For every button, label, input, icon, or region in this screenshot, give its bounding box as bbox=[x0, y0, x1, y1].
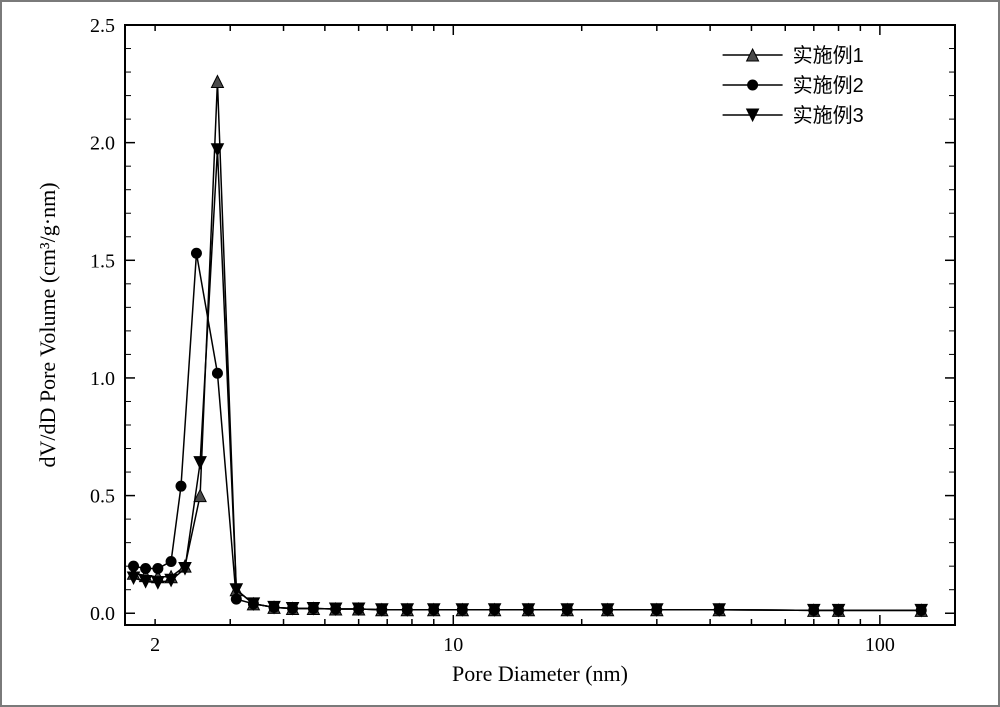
x-axis-title: Pore Diameter (nm) bbox=[452, 661, 628, 686]
y-tick-label: 0.0 bbox=[90, 603, 115, 625]
y-tick-label: 2.5 bbox=[90, 15, 115, 37]
y-tick-label: 1.5 bbox=[90, 250, 115, 272]
y-tick-label: 1.0 bbox=[90, 368, 115, 390]
x-tick-label: 2 bbox=[150, 634, 160, 656]
legend-label: 实施例2 bbox=[793, 74, 864, 97]
legend-label: 实施例1 bbox=[793, 44, 864, 67]
x-tick-label: 100 bbox=[865, 634, 895, 656]
pore-distribution-chart: 10 100 2 Pore Diameter (nm) 0.0 0.5 1.0 1.5 2.0 2… bbox=[0, 0, 1000, 707]
legend-label: 实施例3 bbox=[793, 104, 864, 127]
chart-container: 10 100 2 Pore Diameter (nm) 0.0 0.5 1.0 1.5 2.0 2… bbox=[0, 0, 1000, 707]
y-tick-label: 2.0 bbox=[90, 133, 115, 155]
y-tick-label: 0.5 bbox=[90, 486, 115, 508]
y-axis-title: dV/dD Pore Volume (cm³/g·nm) bbox=[35, 182, 60, 467]
x-tick-label: 10 bbox=[443, 634, 463, 656]
